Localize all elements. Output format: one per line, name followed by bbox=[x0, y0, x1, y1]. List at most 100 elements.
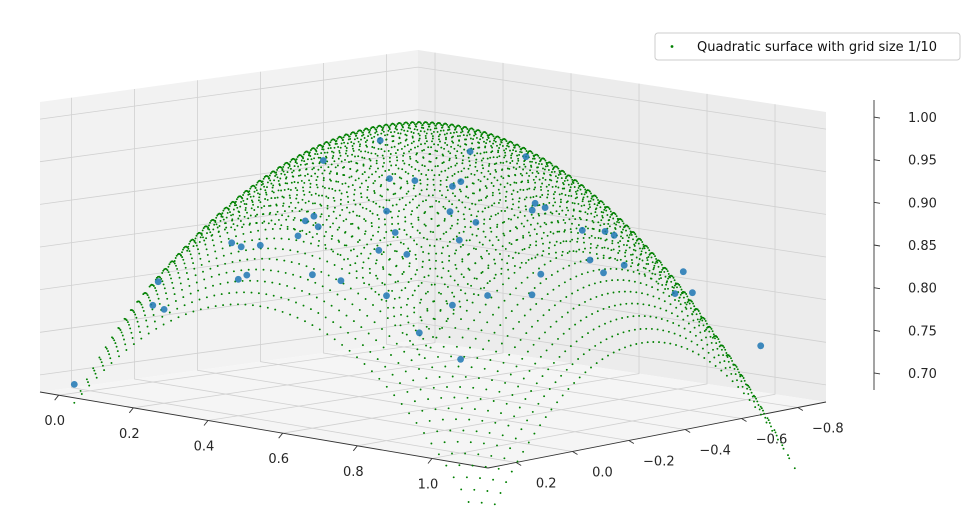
surface-point bbox=[513, 214, 516, 217]
surface-point bbox=[513, 271, 516, 274]
surface-point bbox=[431, 137, 434, 140]
surface-point bbox=[487, 170, 490, 173]
surface-point bbox=[388, 199, 391, 202]
z-tick-mark bbox=[873, 329, 881, 332]
surface-point bbox=[405, 333, 408, 336]
surface-point bbox=[667, 287, 669, 290]
surface-point bbox=[433, 127, 436, 130]
surface-point bbox=[312, 267, 315, 270]
surface-point bbox=[309, 155, 312, 157]
surface-point bbox=[415, 125, 418, 128]
surface-point bbox=[551, 343, 554, 346]
surface-point bbox=[448, 255, 451, 257]
surface-point bbox=[206, 253, 209, 256]
surface-point bbox=[700, 315, 703, 318]
surface-point bbox=[486, 157, 489, 160]
surface-point bbox=[723, 360, 726, 363]
surface-point bbox=[630, 253, 632, 256]
surface-point bbox=[410, 142, 413, 145]
surface-point bbox=[482, 157, 485, 160]
surface-point bbox=[556, 270, 559, 273]
surface-point bbox=[526, 350, 529, 353]
surface-point bbox=[456, 222, 459, 225]
surface-point bbox=[244, 209, 247, 211]
surface-point bbox=[366, 196, 369, 199]
surface-point bbox=[419, 179, 422, 182]
y-tick-label: −0.2 bbox=[643, 455, 675, 470]
surface-point bbox=[414, 329, 417, 332]
surface-point bbox=[439, 183, 442, 186]
surface-point bbox=[639, 328, 642, 330]
surface-point bbox=[655, 257, 658, 260]
surface-point bbox=[415, 421, 418, 424]
surface-point bbox=[550, 179, 553, 182]
surface-point bbox=[603, 223, 606, 226]
surface-point bbox=[384, 365, 387, 368]
surface-point bbox=[446, 189, 449, 192]
surface-point bbox=[626, 234, 629, 237]
tick-labels: 0.00.20.40.60.81.0−0.8−0.6−0.4−0.20.00.2… bbox=[44, 111, 937, 492]
surface-point bbox=[349, 167, 352, 170]
surface-point bbox=[461, 159, 464, 162]
surface-point bbox=[296, 162, 298, 165]
surface-point bbox=[269, 269, 272, 272]
surface-point bbox=[537, 402, 540, 405]
observation-point bbox=[541, 204, 549, 212]
surface-point bbox=[269, 179, 272, 182]
surface-point bbox=[416, 229, 419, 232]
surface-point bbox=[268, 204, 270, 207]
surface-point bbox=[599, 237, 602, 240]
surface-point bbox=[326, 207, 329, 210]
surface-point bbox=[110, 362, 113, 364]
surface-point bbox=[620, 218, 623, 221]
surface-point bbox=[694, 334, 697, 337]
surface-point bbox=[534, 256, 537, 259]
surface-point bbox=[628, 279, 631, 282]
surface-point bbox=[565, 240, 568, 243]
surface-point bbox=[346, 142, 349, 145]
surface-point bbox=[551, 164, 554, 167]
surface-point bbox=[316, 153, 319, 156]
legend: Quadratic surface with grid size 1/10 bbox=[654, 32, 961, 61]
surface-point bbox=[512, 257, 514, 259]
surface-point bbox=[303, 181, 306, 184]
surface-point bbox=[419, 301, 422, 304]
surface-point bbox=[226, 207, 229, 210]
surface-point bbox=[543, 158, 546, 160]
surface-point bbox=[152, 285, 155, 287]
surface-point bbox=[300, 159, 303, 162]
surface-point bbox=[528, 174, 531, 177]
surface-point bbox=[118, 355, 120, 358]
surface-point bbox=[710, 341, 713, 344]
surface-point bbox=[503, 186, 506, 188]
surface-point bbox=[471, 142, 474, 145]
surface-point bbox=[510, 310, 513, 313]
surface-point bbox=[197, 248, 199, 251]
surface-point bbox=[373, 321, 376, 324]
surface-point bbox=[469, 346, 471, 349]
surface-point bbox=[558, 171, 561, 174]
surface-point bbox=[514, 437, 517, 440]
surface-point bbox=[701, 347, 704, 350]
surface-point bbox=[399, 241, 402, 244]
surface-point bbox=[628, 233, 631, 236]
surface-point bbox=[569, 188, 571, 191]
surface-point bbox=[516, 227, 519, 230]
surface-point bbox=[317, 312, 320, 314]
surface-point bbox=[461, 130, 464, 133]
surface-point bbox=[656, 288, 659, 291]
surface-point bbox=[273, 179, 276, 182]
surface-point bbox=[351, 303, 354, 306]
surface-point bbox=[638, 272, 641, 275]
surface-point bbox=[507, 277, 510, 280]
surface-point bbox=[436, 150, 439, 153]
surface-point bbox=[354, 132, 357, 135]
surface-point bbox=[193, 239, 196, 242]
surface-point bbox=[406, 182, 409, 185]
surface-point bbox=[351, 153, 354, 156]
surface-point bbox=[577, 182, 580, 185]
surface-point bbox=[393, 394, 396, 397]
surface-point bbox=[558, 230, 561, 233]
surface-point bbox=[712, 333, 715, 336]
surface-point bbox=[619, 225, 622, 228]
